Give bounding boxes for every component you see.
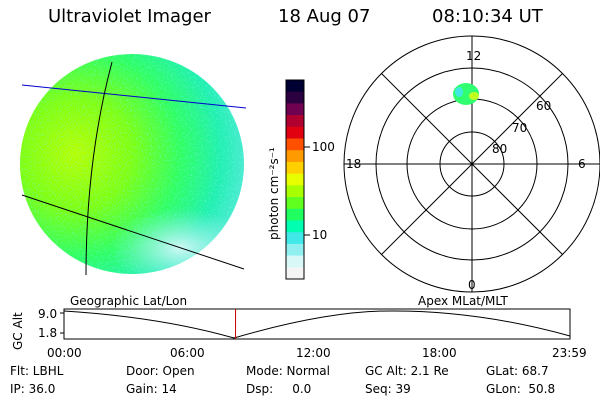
timeline-panel[interactable] — [60, 308, 571, 340]
polar-label-80: 80 — [492, 142, 507, 156]
seq-readout: Seq: 39 — [365, 382, 411, 396]
colorbar-segment — [286, 267, 304, 280]
gc-alt-readout: GC Alt: 2.1 Re — [365, 364, 449, 378]
colorbar-segment — [286, 255, 304, 268]
polar-label-18: 18 — [346, 157, 361, 171]
latitude-line-blue — [21, 84, 247, 109]
color-scale-bar — [285, 79, 305, 280]
colorbar-border — [285, 79, 305, 280]
polar-plot — [343, 35, 600, 293]
colorbar-segment — [286, 150, 304, 163]
colorbar-segment — [286, 185, 304, 198]
door-readout: Door: Open — [126, 364, 195, 378]
timeline-axis-title: GC Alt — [11, 312, 25, 350]
time-readout: 08:10:34 UT — [432, 6, 543, 27]
colorbar-unit-label: photon cm⁻²s⁻¹ — [267, 147, 281, 240]
x-tick-0000: 00:00 — [47, 346, 82, 360]
colorbar-segment — [286, 208, 304, 221]
colorbar-tick-10: 10 — [312, 228, 327, 242]
colorbar-segment — [286, 103, 304, 116]
colorbar-segment — [286, 80, 304, 93]
altitude-curve — [63, 310, 571, 339]
colorbar-segment — [286, 173, 304, 186]
window-title: Ultraviolet Imager — [48, 6, 211, 27]
colorbar-segment — [286, 91, 304, 104]
apex-label: Apex MLat/MLT — [418, 294, 508, 308]
gain-readout: Gain: 14 — [126, 382, 177, 396]
polar-label-12: 12 — [466, 49, 481, 63]
polar-label-60: 60 — [536, 99, 551, 113]
ip-readout: IP: 36.0 — [10, 382, 56, 396]
colorbar-segment — [286, 126, 304, 140]
polar-label-0: 0 — [468, 278, 476, 292]
colorbar-segment — [286, 197, 304, 210]
polar-label-70: 70 — [512, 121, 527, 135]
filter-readout: Flt: LBHL — [10, 364, 64, 378]
earth-image — [20, 54, 247, 276]
colorbar-segment — [286, 161, 304, 175]
x-tick-1800: 18:00 — [422, 346, 457, 360]
glon-readout: GLon: 50.8 — [486, 382, 556, 396]
mode-readout: Mode: Normal — [246, 364, 330, 378]
longitude-line — [85, 61, 113, 276]
colorbar-segment — [286, 115, 304, 128]
latitude-line — [21, 194, 245, 270]
colorbar-segment — [286, 232, 304, 245]
x-tick-1200: 12:00 — [296, 346, 331, 360]
polar-label-6: 6 — [578, 157, 586, 171]
dsp-readout: Dsp: 0.0 — [246, 382, 312, 396]
colorbar-ticks — [304, 146, 310, 236]
geographic-label: Geographic Lat/Lon — [70, 294, 188, 308]
colorbar-segment — [286, 220, 304, 233]
colorbar-segment — [286, 243, 304, 257]
date-readout: 18 Aug 07 — [278, 6, 371, 27]
glat-readout: GLat: 68.7 — [486, 364, 549, 378]
colorbar-tick-100: 100 — [312, 140, 335, 154]
x-tick-2359: 23:59 — [552, 346, 587, 360]
y-tick-9: 9.0 — [38, 307, 58, 321]
x-tick-0600: 06:00 — [170, 346, 205, 360]
colorbar-segment — [286, 138, 304, 151]
y-tick-1-8: 1.8 — [38, 326, 58, 340]
